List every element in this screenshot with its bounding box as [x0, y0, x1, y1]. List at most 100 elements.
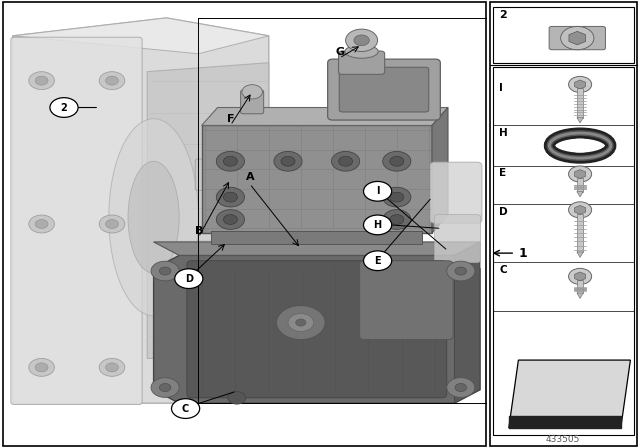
FancyBboxPatch shape: [241, 90, 264, 114]
Circle shape: [296, 319, 306, 326]
FancyBboxPatch shape: [435, 215, 481, 263]
Circle shape: [276, 306, 325, 340]
Circle shape: [568, 76, 591, 93]
Polygon shape: [577, 252, 583, 257]
Polygon shape: [147, 63, 269, 358]
FancyBboxPatch shape: [195, 159, 227, 190]
Circle shape: [561, 26, 594, 50]
Circle shape: [106, 220, 118, 228]
Polygon shape: [577, 293, 583, 298]
Circle shape: [447, 261, 475, 281]
Circle shape: [383, 210, 411, 229]
FancyBboxPatch shape: [328, 59, 440, 120]
FancyBboxPatch shape: [339, 51, 385, 74]
Circle shape: [390, 192, 404, 202]
Circle shape: [50, 98, 78, 117]
Polygon shape: [154, 255, 480, 403]
FancyBboxPatch shape: [549, 26, 605, 50]
FancyBboxPatch shape: [360, 261, 453, 340]
Ellipse shape: [109, 119, 198, 316]
Circle shape: [29, 72, 54, 90]
Circle shape: [390, 156, 404, 166]
Bar: [490, 2, 637, 446]
Circle shape: [568, 166, 591, 182]
Text: 433505: 433505: [546, 435, 580, 444]
Bar: [577, 280, 583, 293]
Text: E: E: [374, 256, 381, 266]
Text: D: D: [185, 274, 193, 284]
Circle shape: [223, 215, 237, 224]
Bar: [3, 2, 486, 446]
Text: 2: 2: [61, 103, 67, 112]
Text: 2: 2: [499, 10, 507, 20]
Circle shape: [364, 215, 392, 235]
Circle shape: [568, 202, 591, 218]
FancyBboxPatch shape: [187, 261, 447, 398]
FancyBboxPatch shape: [339, 67, 429, 112]
FancyBboxPatch shape: [11, 37, 142, 405]
Circle shape: [106, 76, 118, 85]
Text: 1: 1: [518, 246, 527, 260]
Circle shape: [29, 358, 54, 376]
Circle shape: [106, 363, 118, 372]
Text: B: B: [195, 226, 204, 236]
Circle shape: [455, 383, 467, 392]
Circle shape: [339, 156, 353, 166]
Text: D: D: [499, 207, 508, 216]
Bar: [493, 7, 634, 63]
Circle shape: [216, 151, 244, 171]
Circle shape: [281, 156, 295, 166]
Text: E: E: [499, 168, 506, 178]
Polygon shape: [154, 242, 480, 255]
Bar: [577, 178, 583, 192]
Polygon shape: [577, 117, 583, 123]
Text: I: I: [499, 83, 503, 93]
Circle shape: [159, 383, 171, 392]
Polygon shape: [509, 360, 630, 428]
Circle shape: [364, 251, 392, 271]
Ellipse shape: [345, 45, 378, 58]
Circle shape: [228, 392, 246, 404]
Bar: [493, 67, 634, 435]
Text: H: H: [499, 128, 508, 138]
Circle shape: [99, 72, 125, 90]
Polygon shape: [454, 242, 480, 403]
Circle shape: [175, 269, 203, 289]
Bar: [577, 214, 583, 252]
Circle shape: [151, 261, 179, 281]
Ellipse shape: [128, 161, 179, 273]
Circle shape: [216, 210, 244, 229]
Circle shape: [354, 35, 369, 46]
Circle shape: [35, 220, 48, 228]
Text: C: C: [182, 404, 189, 414]
Circle shape: [151, 378, 179, 397]
Circle shape: [288, 314, 314, 332]
Circle shape: [390, 215, 404, 224]
FancyBboxPatch shape: [211, 231, 422, 244]
Circle shape: [99, 358, 125, 376]
Ellipse shape: [563, 139, 597, 152]
Circle shape: [159, 267, 171, 275]
Circle shape: [332, 151, 360, 171]
Text: A: A: [246, 172, 255, 182]
Circle shape: [383, 187, 411, 207]
Circle shape: [172, 399, 200, 418]
Circle shape: [35, 363, 48, 372]
Text: G: G: [336, 47, 345, 57]
Circle shape: [447, 378, 475, 397]
Polygon shape: [13, 18, 269, 54]
Circle shape: [216, 187, 244, 207]
Circle shape: [35, 76, 48, 85]
Polygon shape: [202, 108, 448, 125]
Circle shape: [383, 151, 411, 171]
FancyBboxPatch shape: [202, 125, 432, 233]
Circle shape: [223, 192, 237, 202]
Circle shape: [346, 29, 378, 52]
Text: C: C: [499, 265, 507, 275]
Text: H: H: [374, 220, 381, 230]
Bar: [577, 89, 583, 117]
Circle shape: [223, 156, 237, 166]
Polygon shape: [432, 108, 448, 233]
Circle shape: [568, 268, 591, 284]
FancyBboxPatch shape: [430, 162, 482, 223]
